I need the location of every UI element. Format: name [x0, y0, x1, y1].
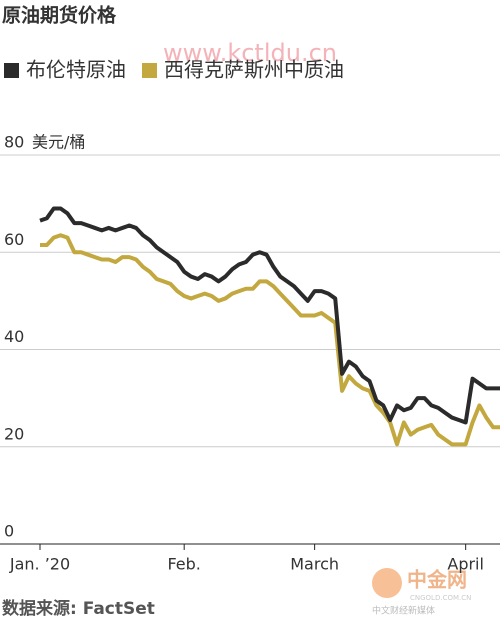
y-unit: 美元/桶	[32, 133, 85, 152]
x-tick-label: Jan. ’20	[9, 555, 70, 574]
y-tick-label: 60	[4, 230, 24, 249]
logo-url: CNGOLD.COM.CN	[410, 594, 471, 602]
y-tick-label: 40	[4, 327, 24, 346]
watermark: www.kctldu.cn	[163, 39, 337, 67]
logo-name: 中金网	[407, 568, 467, 592]
legend-swatch	[4, 63, 19, 78]
logo-icon	[372, 568, 402, 598]
legend-label: 西得克萨斯州中质油	[164, 58, 344, 82]
logo-slogan: 中文财经新媒体	[372, 605, 435, 617]
x-tick-label: March	[290, 555, 339, 574]
y-tick-label: 20	[4, 424, 24, 443]
legend-swatch	[142, 63, 157, 78]
x-tick-label: Feb.	[167, 555, 200, 574]
source: 数据来源: FactSet	[2, 598, 155, 619]
y-tick-label: 0	[4, 522, 14, 541]
chart-title: 原油期货价格	[2, 4, 117, 27]
x-tick-label: April	[447, 555, 484, 574]
series-line	[39, 206, 500, 425]
legend-label: 布伦特原油	[26, 58, 126, 82]
y-tick-label: 80	[4, 133, 24, 152]
series-line	[40, 233, 500, 447]
